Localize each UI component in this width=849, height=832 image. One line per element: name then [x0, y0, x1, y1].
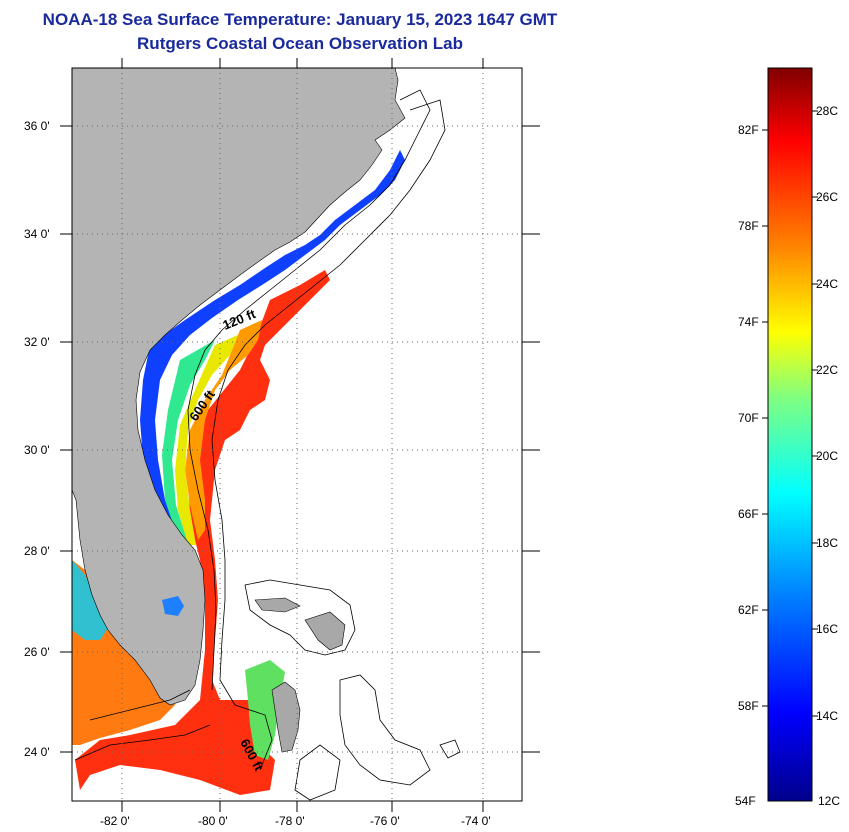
lat-label: 26 0' [24, 645, 50, 659]
land-abaco [304, 611, 346, 651]
sst-green-band [162, 340, 215, 580]
colorbar-c-label: 24C [816, 277, 839, 291]
land-andros [271, 681, 301, 753]
graticule [72, 68, 522, 801]
lat-label: 32 0' [24, 335, 50, 349]
sst-florida-bay-cool [72, 560, 110, 640]
sst-bahamas-green [245, 660, 285, 760]
colorbar-f-label: 54F [735, 794, 756, 808]
lat-label: 34 0' [24, 227, 50, 241]
colorbar-f-label: 66F [738, 507, 759, 521]
axis-ticks [60, 58, 540, 812]
colorbar-f-label: 78F [738, 219, 759, 233]
colorbar-c-label: 22C [816, 363, 839, 377]
land-grand-bahama [254, 597, 301, 613]
colorbar-f-label: 82F [738, 123, 759, 137]
lat-label: 28 0' [24, 544, 50, 558]
lon-label: -76 0' [370, 814, 400, 828]
colorbar-c-label: 28C [816, 104, 839, 118]
colorbar-c-label: 16C [816, 622, 839, 636]
colorbar-c-label: 12C [818, 794, 841, 808]
map-subtitle: Rutgers Coastal Ocean Observation Lab [137, 34, 463, 53]
sst-cold-coastal [140, 150, 405, 535]
lon-label: -82 0' [100, 814, 130, 828]
colorbar [767, 67, 813, 802]
colorbar-f-label: 74F [738, 315, 759, 329]
lat-label: 30 0' [24, 443, 50, 457]
land-mainland [72, 68, 406, 706]
bathymetry-contours [74, 89, 461, 801]
colorbar-c-label: 14C [816, 709, 839, 723]
lat-label: 36 0' [24, 119, 50, 133]
map-title: NOAA-18 Sea Surface Temperature: January… [42, 10, 558, 29]
lat-label: 24 0' [24, 745, 50, 759]
lon-label: -74 0' [461, 814, 491, 828]
lon-label: -78 0' [275, 814, 305, 828]
sst-yellow-band [175, 335, 238, 545]
colorbar-c-label: 26C [816, 190, 839, 204]
colorbar-f-label: 58F [738, 699, 759, 713]
lake-okeechobee [162, 596, 184, 616]
colorbar-f-label: 62F [738, 603, 759, 617]
colorbar-c-label: 18C [816, 536, 839, 550]
sst-orange-band [185, 320, 262, 540]
colorbar-ticks [762, 110, 818, 717]
colorbar-c-label: 20C [816, 449, 839, 463]
lon-label: -80 0' [198, 814, 228, 828]
colorbar-f-label: 70F [738, 411, 759, 425]
